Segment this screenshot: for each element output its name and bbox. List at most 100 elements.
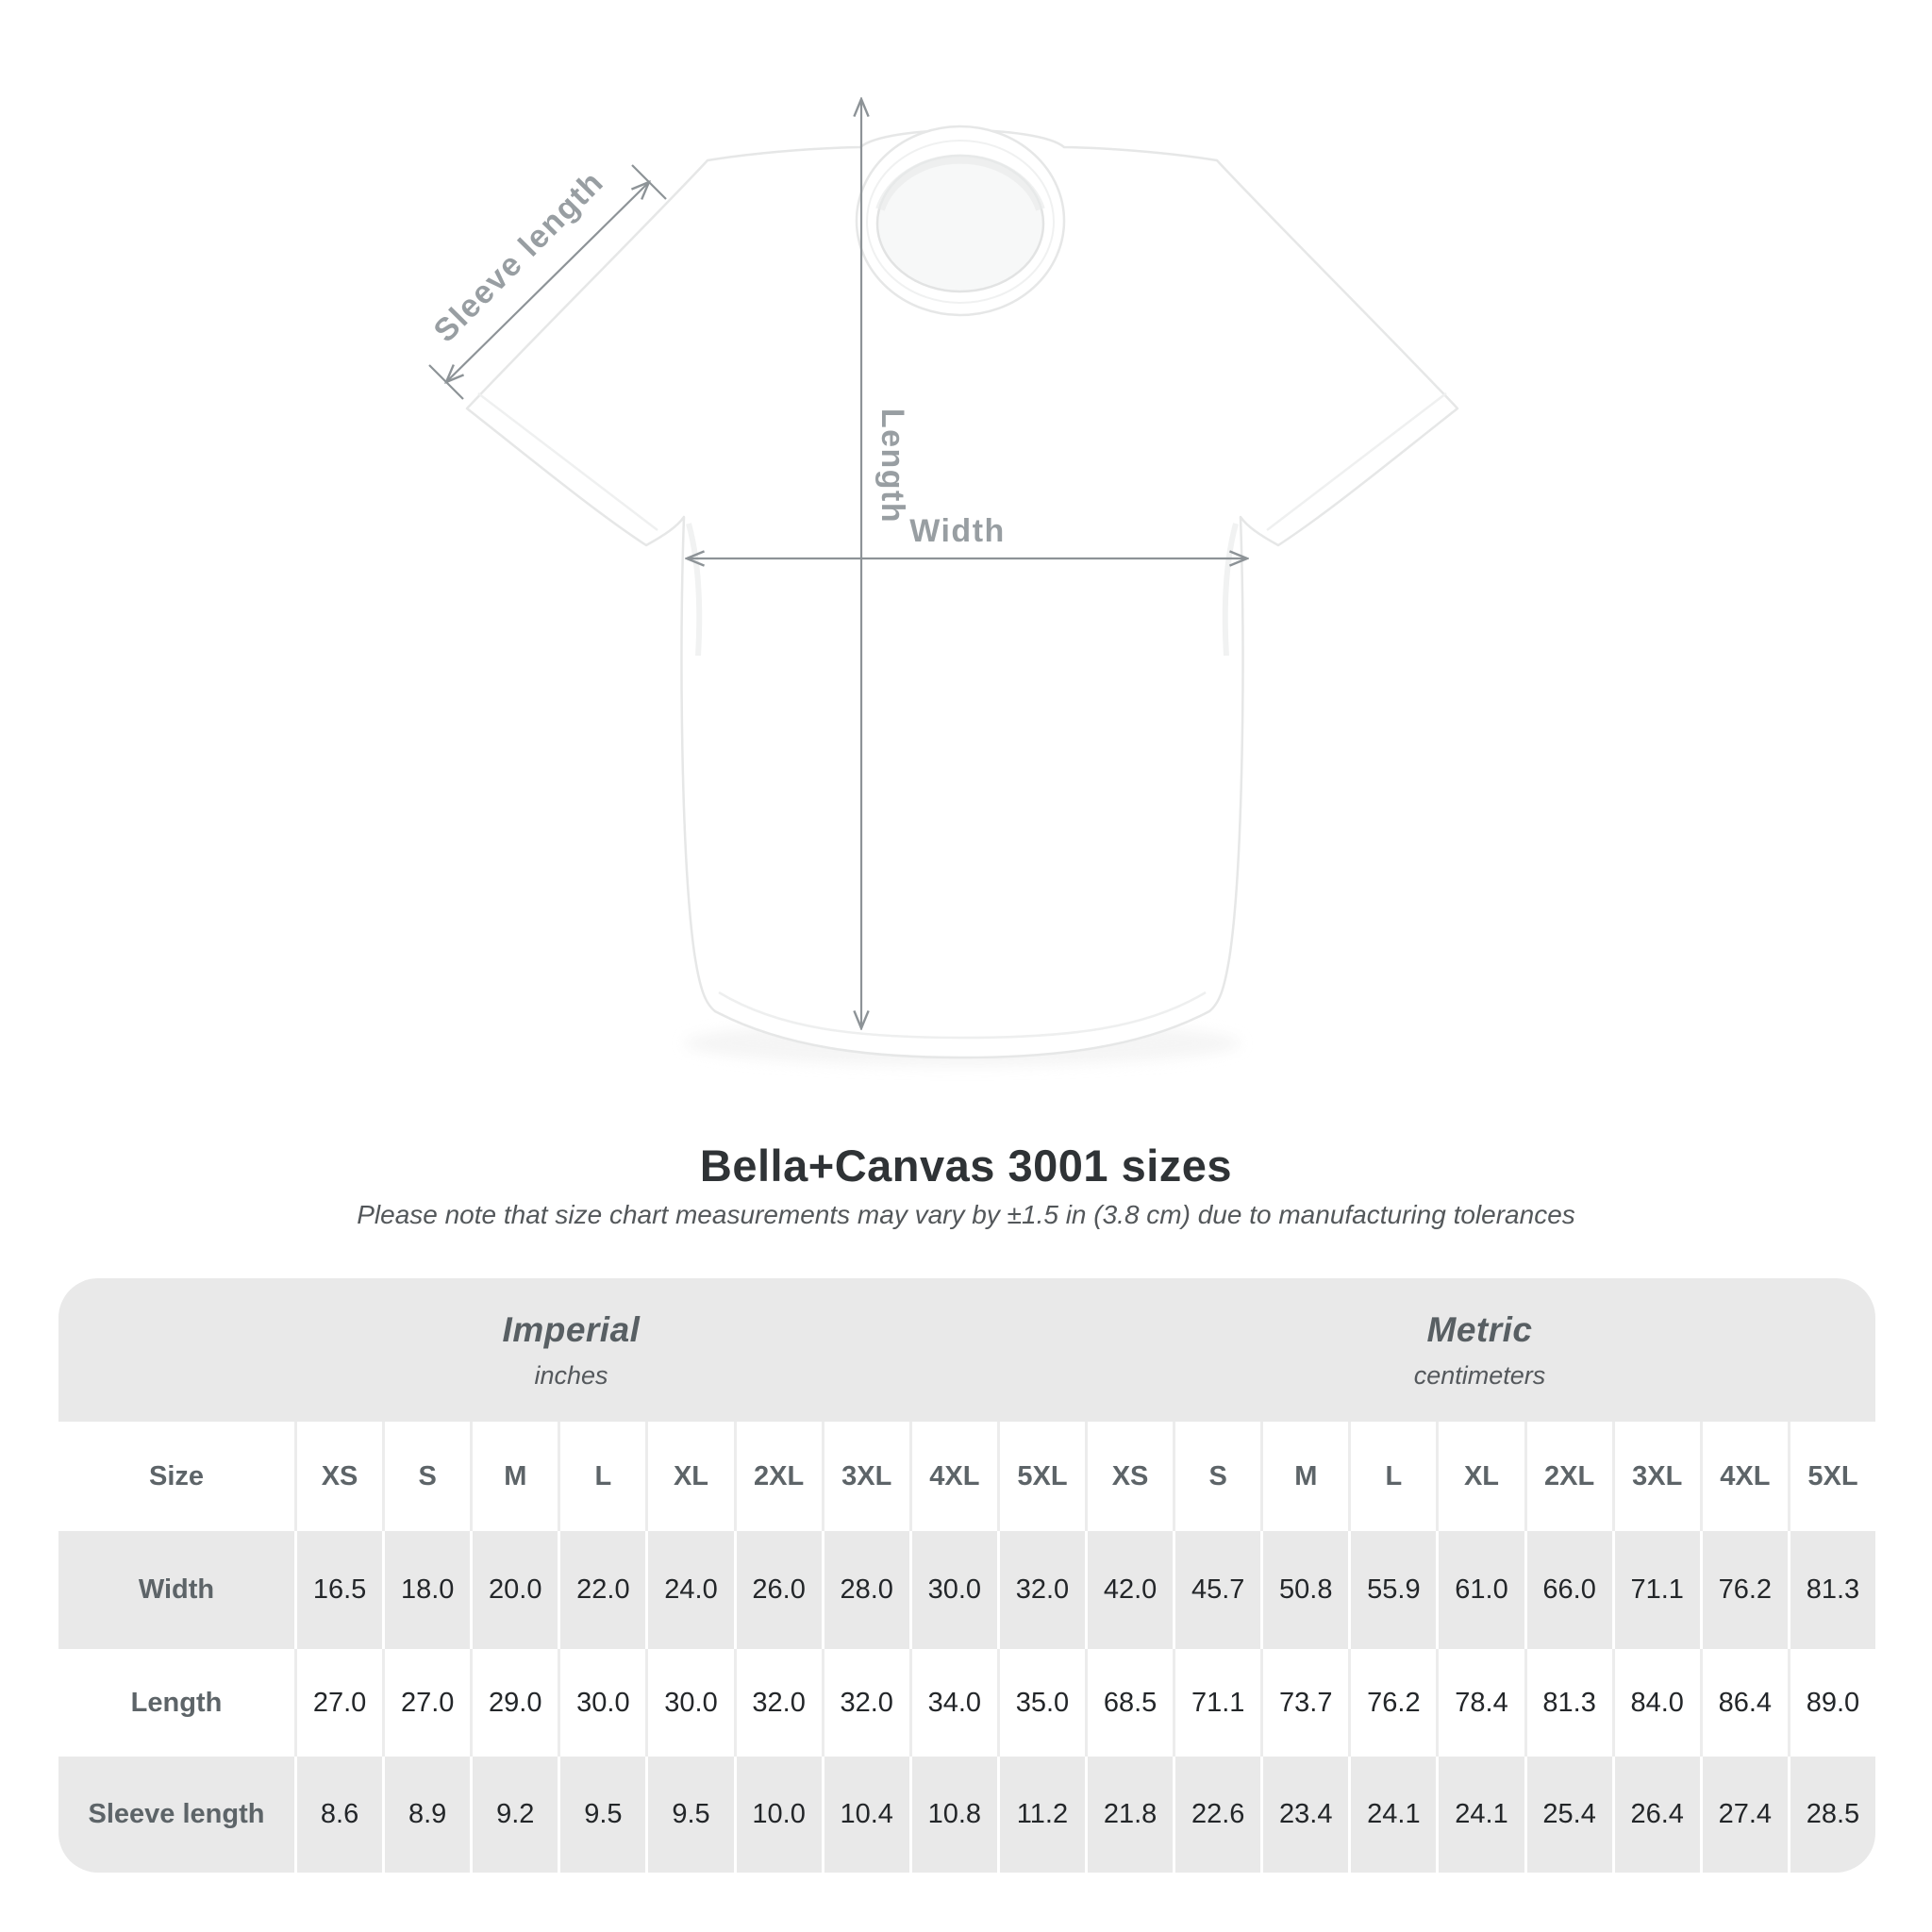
size-header-imperial: 4XL — [911, 1422, 997, 1531]
sleeve-imperial-cell: 9.5 — [560, 1757, 646, 1873]
sleeve-metric-cell: 27.4 — [1702, 1757, 1788, 1873]
size-header-metric: M — [1263, 1422, 1349, 1531]
width-metric-cell: 50.8 — [1263, 1531, 1349, 1649]
sleeve-imperial-cell: 8.6 — [297, 1757, 383, 1873]
length-label: Length — [874, 408, 910, 524]
shirt-body — [465, 128, 1459, 1059]
width-imperial-cell: 20.0 — [473, 1531, 558, 1649]
size-header-imperial: S — [385, 1422, 471, 1531]
left-cuff-stitch — [477, 392, 658, 531]
length-metric-cell: 68.5 — [1088, 1649, 1174, 1757]
sleeve-imperial-cell: 11.2 — [999, 1757, 1085, 1873]
length-metric-cell: 73.7 — [1263, 1649, 1349, 1757]
sleeve-metric-cell: 24.1 — [1351, 1757, 1437, 1873]
length-imperial-cell: 30.0 — [648, 1649, 734, 1757]
width-imperial-cell: 22.0 — [560, 1531, 646, 1649]
right-cuff-stitch — [1266, 392, 1447, 531]
width-label: Width — [909, 513, 1006, 549]
width-imperial-cell: 24.0 — [648, 1531, 734, 1649]
sleeve-imperial-cell: 9.2 — [473, 1757, 558, 1873]
length-metric-cell: 78.4 — [1439, 1649, 1524, 1757]
length-metric-cell: 89.0 — [1790, 1649, 1875, 1757]
size-header-imperial: 3XL — [824, 1422, 909, 1531]
width-metric-cell: 61.0 — [1439, 1531, 1524, 1649]
imperial-group-header: Imperial inches — [58, 1278, 1084, 1422]
tshirt-measurement-diagram: Length Width Sleeve length — [427, 47, 1459, 1066]
length-imperial-cell: 27.0 — [297, 1649, 383, 1757]
width-metric-cell: 45.7 — [1175, 1531, 1261, 1649]
size-column-label: Size — [58, 1422, 294, 1531]
row-label-length: Length — [58, 1649, 294, 1757]
size-header-metric: XS — [1088, 1422, 1174, 1531]
size-header-metric: L — [1351, 1422, 1437, 1531]
size-header-metric: 5XL — [1790, 1422, 1875, 1531]
sleeve-metric-cell: 21.8 — [1088, 1757, 1174, 1873]
width-imperial-cell: 28.0 — [824, 1531, 909, 1649]
size-header-imperial: 2XL — [736, 1422, 822, 1531]
sleeve-imperial-cell: 10.8 — [911, 1757, 997, 1873]
length-imperial-cell: 27.0 — [385, 1649, 471, 1757]
size-header-metric: 4XL — [1702, 1422, 1788, 1531]
hem-stitch — [718, 991, 1207, 1040]
length-imperial-cell: 30.0 — [560, 1649, 646, 1757]
length-imperial-cell: 32.0 — [824, 1649, 909, 1757]
length-metric-cell: 81.3 — [1526, 1649, 1612, 1757]
size-header-imperial: L — [560, 1422, 646, 1531]
size-header-metric: 2XL — [1526, 1422, 1612, 1531]
tshirt-graphic — [465, 125, 1459, 1066]
sleeve-imperial-cell: 10.4 — [824, 1757, 909, 1873]
length-imperial-cell: 32.0 — [736, 1649, 822, 1757]
size-header-imperial: XS — [297, 1422, 383, 1531]
sleeve-arrow-tick-bottom — [428, 364, 464, 400]
imperial-group-title: Imperial — [502, 1309, 641, 1349]
width-metric-cell: 76.2 — [1702, 1531, 1788, 1649]
sleeve-imperial-cell: 8.9 — [385, 1757, 471, 1873]
size-header-imperial: XL — [648, 1422, 734, 1531]
width-imperial-cell: 30.0 — [911, 1531, 997, 1649]
sleeve-metric-cell: 25.4 — [1526, 1757, 1612, 1873]
width-metric-cell: 66.0 — [1526, 1531, 1612, 1649]
length-imperial-cell: 35.0 — [999, 1649, 1085, 1757]
row-label-sleeve-length: Sleeve length — [58, 1757, 294, 1873]
size-header-metric: XL — [1439, 1422, 1524, 1531]
left-underarm-shading — [686, 523, 703, 657]
width-imperial-cell: 26.0 — [736, 1531, 822, 1649]
sleeve-metric-cell: 22.6 — [1175, 1757, 1261, 1873]
width-metric-cell: 55.9 — [1351, 1531, 1437, 1649]
width-imperial-cell: 16.5 — [297, 1531, 383, 1649]
width-metric-cell: 42.0 — [1088, 1531, 1174, 1649]
sleeve-metric-cell: 26.4 — [1614, 1757, 1700, 1873]
width-dimension: Width — [687, 513, 1247, 558]
length-imperial-cell: 29.0 — [473, 1649, 558, 1757]
sleeve-length-arrow — [446, 182, 649, 382]
length-imperial-cell: 34.0 — [911, 1649, 997, 1757]
size-header-metric: S — [1175, 1422, 1261, 1531]
sleeve-arrow-tick-top — [631, 164, 667, 200]
tolerance-note: Please note that size chart measurements… — [357, 1200, 1575, 1229]
metric-group-title: Metric — [1426, 1309, 1533, 1349]
length-metric-cell: 86.4 — [1702, 1649, 1788, 1757]
width-metric-cell: 71.1 — [1614, 1531, 1700, 1649]
unit-group-band: Imperial inches Metric centimeters — [58, 1278, 1875, 1422]
sleeve-metric-cell: 23.4 — [1263, 1757, 1349, 1873]
size-header-imperial: M — [473, 1422, 558, 1531]
imperial-group-unit: inches — [534, 1360, 608, 1390]
width-imperial-cell: 32.0 — [999, 1531, 1085, 1649]
page-title: Bella+Canvas 3001 sizes — [699, 1141, 1233, 1191]
length-metric-cell: 76.2 — [1351, 1649, 1437, 1757]
sleeve-imperial-cell: 9.5 — [648, 1757, 734, 1873]
width-imperial-cell: 18.0 — [385, 1531, 471, 1649]
size-header-metric: 3XL — [1614, 1422, 1700, 1531]
sleeve-metric-cell: 24.1 — [1439, 1757, 1524, 1873]
row-label-width: Width — [58, 1531, 294, 1649]
size-table: Imperial inches Metric centimeters Size … — [58, 1278, 1875, 1873]
metric-group-unit: centimeters — [1413, 1360, 1546, 1390]
length-metric-cell: 71.1 — [1175, 1649, 1261, 1757]
sleeve-metric-cell: 28.5 — [1790, 1757, 1875, 1873]
sleeve-imperial-cell: 10.0 — [736, 1757, 822, 1873]
width-metric-cell: 81.3 — [1790, 1531, 1875, 1649]
inner-neck-shadow — [875, 154, 1045, 211]
metric-group-header: Metric centimeters — [1084, 1278, 1875, 1422]
size-header-imperial: 5XL — [999, 1422, 1085, 1531]
